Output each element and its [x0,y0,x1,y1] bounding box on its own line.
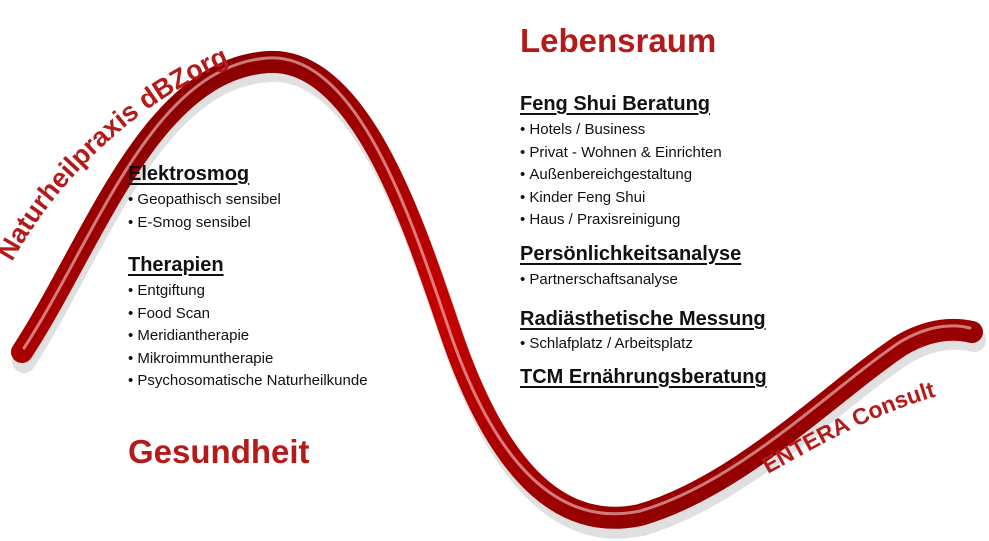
heading-elektrosmog: Elektrosmog [128,163,250,185]
heading-tcm-ernaehrungsberatung: TCM Ernährungsberatung [520,366,767,388]
list-elektrosmog: Geopathisch sensibel E-Smog sensibel [128,189,281,235]
ribbon-highlight [22,56,972,516]
heading-feng-shui: Feng Shui Beratung [520,93,710,115]
list-persoenlichkeitsanalyse: Partnerschaftsanalyse [520,269,677,292]
list-item: Entgiftung [128,280,368,303]
heading-radiaesthetische-messung: Radiästhetische Messung [520,308,766,330]
list-item: Schlafplatz / Arbeitsplatz [520,333,692,356]
list-therapien: Entgiftung Food Scan Meridiantherapie Mi… [128,280,368,393]
list-item: Privat - Wohnen & Einrichten [520,142,721,165]
list-item: E-Smog sensibel [128,212,281,235]
list-item: Geopathisch sensibel [128,189,280,212]
title-gesundheit: Gesundheit [128,433,310,470]
list-item: Partnerschaftsanalyse [520,269,677,292]
list-feng-shui: Hotels / Business Privat - Wohnen & Einr… [520,119,722,232]
list-radiaesthetische-messung: Schlafplatz / Arbeitsplatz [520,333,692,356]
list-item: Mikroimmuntherapie [128,348,368,371]
list-item: Außenbereichgestaltung [520,164,722,187]
list-item: Haus / Praxisreinigung [520,209,722,232]
list-item: Kinder Feng Shui [520,187,722,210]
list-item: Hotels / Business [520,119,722,142]
heading-persoenlichkeitsanalyse: Persönlichkeitsanalyse [520,243,742,265]
list-item: Meridiantherapie [128,325,368,348]
title-lebensraum: Lebensraum [520,22,717,59]
list-item: Psychosomatische Naturheilkunde [128,370,367,393]
heading-therapien: Therapien [128,254,224,276]
list-item: Food Scan [128,303,368,326]
